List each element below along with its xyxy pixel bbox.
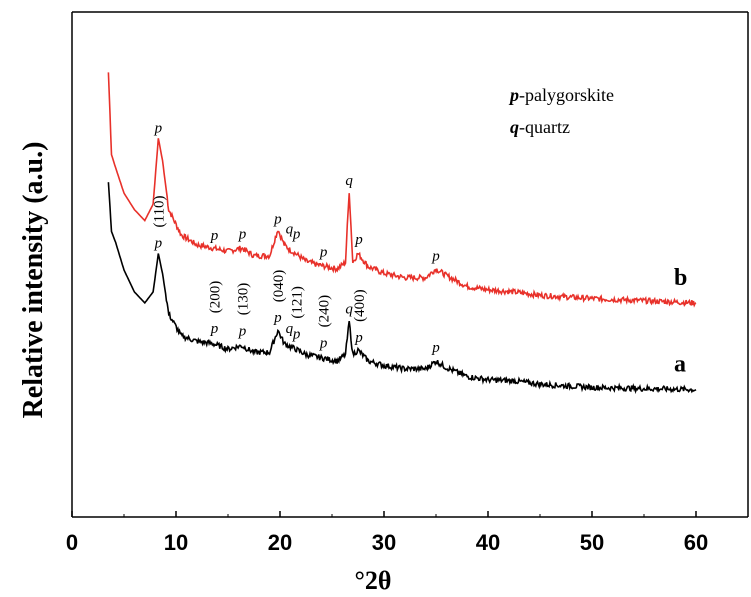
hkl-label: (130) — [236, 283, 252, 316]
hkl-label: (040) — [271, 270, 287, 303]
x-axis-title: °2θ — [355, 566, 392, 595]
legend-entry-quartz: q-quartz — [510, 117, 570, 137]
peak-label-p: p — [292, 227, 301, 243]
hkl-label: (200) — [208, 281, 224, 314]
legend: p-palygorskite q-quartz — [508, 85, 614, 137]
y-axis-title: Relative intensity (a.u.) — [18, 142, 49, 419]
hkl-label: (240) — [317, 295, 333, 328]
x-axis-ticks: 0 10 20 30 40 50 60 — [66, 511, 708, 555]
peak-label-q: q — [286, 321, 294, 337]
series-label-b: b — [674, 265, 687, 291]
x-tick-label: 40 — [476, 530, 500, 555]
peak-label-p: p — [319, 244, 328, 260]
hkl-label: (110) — [151, 196, 167, 228]
x-tick-label: 30 — [372, 530, 396, 555]
peak-label-q: q — [345, 301, 353, 317]
peak-label-p: p — [354, 232, 363, 248]
series-label-a: a — [674, 352, 686, 378]
legend-text-palygorskite: -palygorskite — [519, 85, 614, 105]
peak-label-p: p — [238, 323, 247, 339]
peak-label-p: p — [292, 327, 301, 343]
hkl-labels: (110) (200) (130) (040)(121) (240) (400) — [151, 196, 368, 328]
x-tick-label: 50 — [580, 530, 604, 555]
peak-label-p: p — [210, 228, 219, 244]
peak-label-p: p — [210, 321, 219, 337]
peak-label-p: p — [154, 120, 163, 136]
series-end-labels: ba — [674, 265, 687, 378]
x-tick-label: 20 — [268, 530, 292, 555]
peak-label-p: p — [431, 249, 440, 265]
legend-entry-palygorskite: p-palygorskite — [508, 85, 614, 105]
series-layer — [107, 72, 697, 395]
x-tick-label: 0 — [66, 530, 78, 555]
x-tick-label: 60 — [684, 530, 708, 555]
legend-key-q: q — [510, 117, 519, 137]
legend-key-p: p — [508, 85, 519, 105]
series-line-a — [107, 182, 697, 395]
peak-label-q: q — [286, 221, 294, 237]
x-tick-label: 10 — [164, 530, 188, 555]
peak-label-p: p — [238, 227, 247, 243]
peak-label-p: p — [431, 340, 440, 356]
peak-label-p: p — [273, 211, 282, 227]
peak-label-p: p — [273, 310, 282, 326]
legend-text-quartz: -quartz — [519, 117, 570, 137]
hkl-label: (121) — [290, 286, 306, 319]
hkl-label: (400) — [352, 289, 368, 322]
plot-frame — [71, 11, 749, 518]
peak-label-q: q — [345, 173, 353, 189]
peak-label-p: p — [354, 330, 363, 346]
peak-label-p: p — [319, 335, 328, 351]
peak-label-p: p — [154, 236, 163, 252]
series-line-b — [107, 72, 697, 308]
